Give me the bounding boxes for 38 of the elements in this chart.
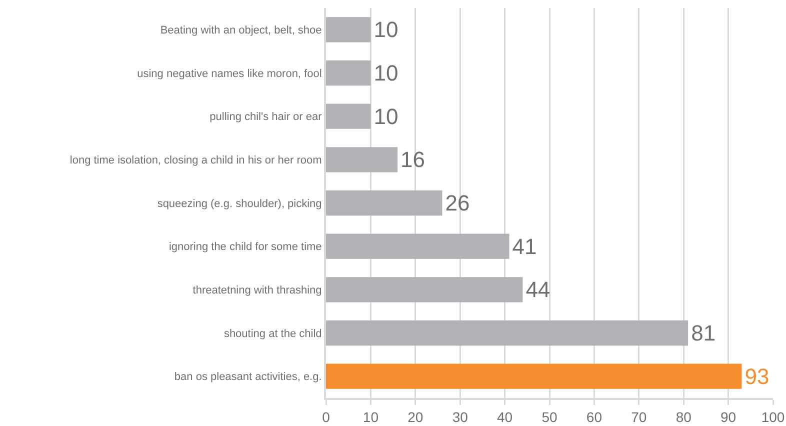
y-tick-label: ban os pleasant activities, e.g. [174, 371, 322, 384]
y-tick-label: squeezing (e.g. shoulder), picking [157, 198, 322, 210]
x-tick-label: 40 [497, 408, 513, 425]
data-label: 93 [744, 364, 770, 389]
y-tick-label: ignoring the child for some time [168, 241, 322, 254]
y-tick-label: long time isolation, closing a child in his or her room [70, 154, 322, 167]
x-tick-label: 90 [720, 408, 736, 425]
data-label: 26 [445, 190, 470, 216]
bar [326, 234, 510, 259]
x-tick-label: 70 [631, 408, 647, 425]
data-label: 41 [512, 234, 537, 259]
bar [326, 104, 371, 129]
x-tick-label: 60 [586, 408, 602, 425]
x-tick-label: 0 [322, 408, 330, 425]
x-tick-label: 100 [761, 408, 785, 425]
y-tick-label: using negative names like moron, fool [137, 68, 322, 80]
data-label: 10 [374, 104, 398, 129]
bar [326, 60, 371, 86]
y-tick-label: pulling chil's hair or ear [210, 111, 322, 124]
data-label: 44 [526, 277, 550, 302]
x-tick-label: 50 [542, 408, 558, 425]
y-tick-label: threatetning with thrashing [192, 284, 322, 297]
x-tick-label: 20 [408, 408, 424, 425]
bar [326, 320, 688, 346]
y-tick-label: Beating with an object, belt, shoe [160, 24, 322, 37]
bar [326, 364, 742, 389]
data-label: 16 [400, 147, 426, 172]
x-tick-label: 10 [362, 408, 379, 425]
data-label: 10 [374, 17, 398, 42]
bar [326, 190, 442, 216]
bar [326, 277, 523, 302]
bar [326, 17, 371, 42]
data-label: 81 [691, 320, 716, 346]
x-tick-label: 80 [676, 408, 692, 425]
data-label: 10 [374, 60, 398, 86]
bar [326, 147, 398, 172]
y-tick-label: shouting at the child [224, 328, 322, 340]
x-tick-label: 30 [452, 408, 468, 425]
